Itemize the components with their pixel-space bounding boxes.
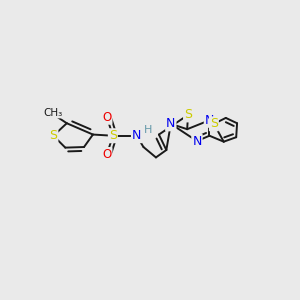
Text: O: O bbox=[102, 111, 112, 124]
Text: N: N bbox=[205, 114, 214, 127]
Text: S: S bbox=[50, 129, 57, 142]
Text: N: N bbox=[132, 129, 141, 142]
Text: O: O bbox=[102, 148, 112, 161]
Text: CH₃: CH₃ bbox=[44, 108, 63, 118]
Text: N: N bbox=[166, 117, 176, 130]
Text: S: S bbox=[210, 117, 218, 130]
Text: S: S bbox=[184, 108, 192, 122]
Text: N: N bbox=[192, 135, 202, 148]
Text: H: H bbox=[143, 125, 152, 135]
Text: S: S bbox=[109, 129, 117, 142]
